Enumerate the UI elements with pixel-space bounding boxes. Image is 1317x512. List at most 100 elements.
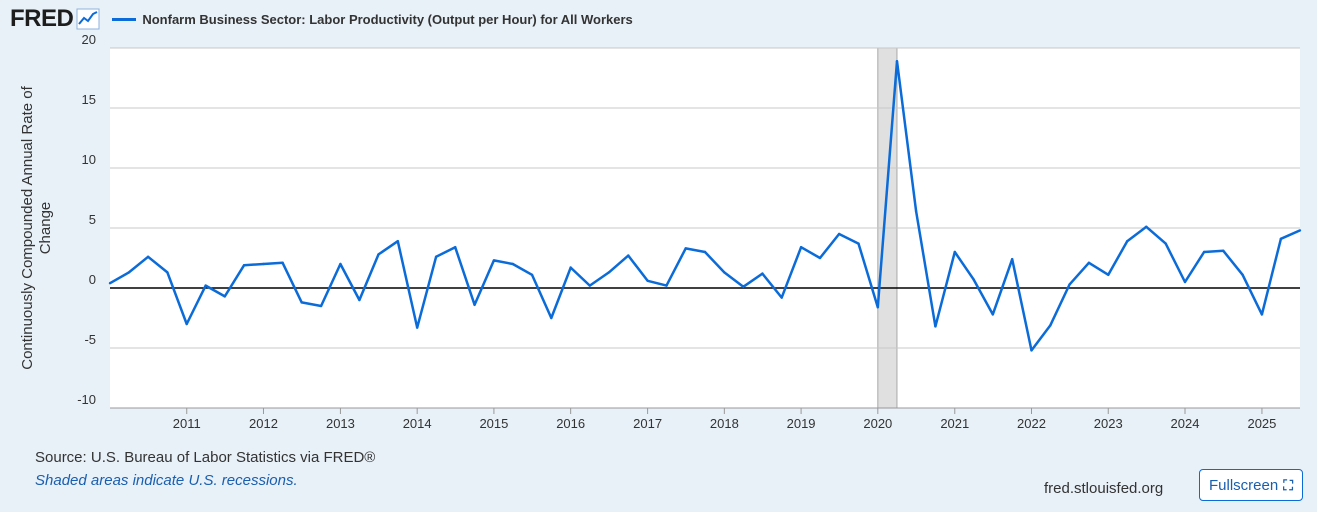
data-point[interactable]: [550, 316, 553, 320]
x-tick-label: 2019: [787, 416, 816, 431]
data-point[interactable]: [1202, 250, 1206, 254]
data-point[interactable]: [415, 326, 419, 329]
data-point[interactable]: [684, 247, 687, 250]
data-point[interactable]: [588, 284, 591, 287]
x-tick-label: 2021: [940, 416, 969, 431]
data-point[interactable]: [1183, 280, 1187, 284]
y-axis: -10 -5 0 5 10 15 20: [77, 32, 96, 407]
data-point[interactable]: [454, 246, 457, 249]
data-point[interactable]: [339, 262, 342, 266]
data-point[interactable]: [300, 301, 303, 304]
data-point[interactable]: [1279, 237, 1283, 240]
fullscreen-label: Fullscreen: [1208, 476, 1279, 494]
data-point[interactable]: [1107, 273, 1110, 276]
data-point[interactable]: [895, 60, 899, 63]
data-point[interactable]: [1030, 349, 1033, 352]
data-point[interactable]: [1298, 229, 1302, 232]
y-tick-label: -5: [84, 332, 96, 347]
data-point[interactable]: [742, 285, 745, 288]
data-point[interactable]: [703, 250, 707, 254]
source-text: Source: U.S. Bureau of Labor Statistics …: [35, 449, 376, 466]
data-point[interactable]: [242, 264, 246, 267]
data-point[interactable]: [434, 255, 438, 258]
data-point[interactable]: [972, 278, 975, 281]
fred-logo[interactable]: FRED: [10, 5, 74, 32]
data-point[interactable]: [281, 261, 284, 264]
x-tick-label: 2012: [249, 416, 278, 431]
data-point[interactable]: [665, 284, 668, 287]
data-point[interactable]: [799, 246, 803, 249]
x-tick-label: 2023: [1094, 416, 1123, 431]
data-point[interactable]: [204, 284, 207, 287]
data-point[interactable]: [627, 254, 630, 257]
data-point[interactable]: [185, 322, 188, 326]
points-layer: [108, 60, 1302, 352]
data-point[interactable]: [492, 259, 496, 262]
x-tick-label: 2018: [710, 416, 739, 431]
y-axis-label: Continuously Compounded Annual Rate ofCh…: [19, 85, 54, 369]
expand-icon: ⛶: [1283, 476, 1293, 493]
data-point[interactable]: [108, 282, 112, 285]
x-tick-label: 2011: [173, 416, 201, 431]
recession-note: Shaded areas indicate U.S. recessions.: [35, 472, 298, 489]
y-tick-label: 5: [89, 212, 96, 227]
x-tick-label: 2020: [863, 416, 892, 431]
y-tick-label: 15: [82, 92, 96, 107]
data-point[interactable]: [262, 262, 265, 266]
data-point[interactable]: [991, 313, 995, 316]
data-point[interactable]: [818, 256, 822, 260]
data-point[interactable]: [607, 271, 611, 274]
data-point[interactable]: [569, 266, 572, 269]
x-tick-label: 2015: [479, 416, 508, 431]
data-point[interactable]: [1049, 324, 1052, 327]
data-point[interactable]: [857, 242, 860, 245]
x-tick-label: 2025: [1247, 416, 1276, 431]
fullscreen-button[interactable]: Fullscreen ⛶: [1199, 469, 1303, 501]
x-axis: 2011 2012 2013 2014 2015 2016 2017 2018 2019 2020…: [110, 407, 1300, 431]
data-point[interactable]: [1222, 249, 1225, 252]
data-point[interactable]: [1260, 313, 1264, 316]
data-point[interactable]: [646, 279, 649, 282]
data-point[interactable]: [1241, 273, 1244, 276]
data-point[interactable]: [223, 295, 226, 298]
chart-header: FRED Nonfarm Business Sector: Labor Prod…: [10, 5, 633, 32]
data-point[interactable]: [1068, 283, 1071, 286]
data-point[interactable]: [530, 273, 534, 276]
data-point[interactable]: [319, 304, 323, 308]
data-point[interactable]: [1164, 242, 1167, 245]
data-point[interactable]: [511, 262, 515, 266]
data-point[interactable]: [358, 298, 361, 302]
data-point[interactable]: [934, 325, 937, 328]
y-tick-label: 10: [82, 152, 96, 167]
data-point[interactable]: [1125, 240, 1129, 243]
data-point[interactable]: [1010, 258, 1014, 261]
site-link[interactable]: fred.stlouisfed.org: [1044, 480, 1164, 497]
x-tick-label: 2014: [403, 416, 432, 431]
x-tick-label: 2013: [326, 416, 355, 431]
data-point[interactable]: [761, 272, 764, 275]
data-point[interactable]: [837, 232, 841, 236]
data-point[interactable]: [1087, 261, 1091, 264]
y-tick-label: 20: [82, 32, 96, 47]
x-tick-label: 2016: [556, 416, 585, 431]
x-tick-label: 2017: [633, 416, 662, 431]
data-point[interactable]: [876, 306, 880, 309]
data-point[interactable]: [723, 271, 726, 274]
data-point[interactable]: [146, 255, 150, 258]
data-point[interactable]: [780, 296, 783, 299]
legend: Nonfarm Business Sector: Labor Productiv…: [112, 11, 633, 27]
data-point[interactable]: [1145, 225, 1148, 228]
x-tick-label: 2022: [1017, 416, 1046, 431]
data-point[interactable]: [166, 271, 169, 274]
legend-label: Nonfarm Business Sector: Labor Productiv…: [142, 11, 633, 27]
data-point[interactable]: [396, 240, 400, 243]
data-point[interactable]: [127, 271, 131, 274]
y-tick-label: -10: [77, 392, 96, 407]
x-tick-label: 2024: [1171, 416, 1200, 431]
data-point[interactable]: [914, 210, 918, 213]
data-point[interactable]: [377, 253, 380, 256]
data-point[interactable]: [953, 250, 956, 254]
data-point[interactable]: [473, 303, 476, 306]
y-tick-label: 0: [89, 272, 96, 287]
